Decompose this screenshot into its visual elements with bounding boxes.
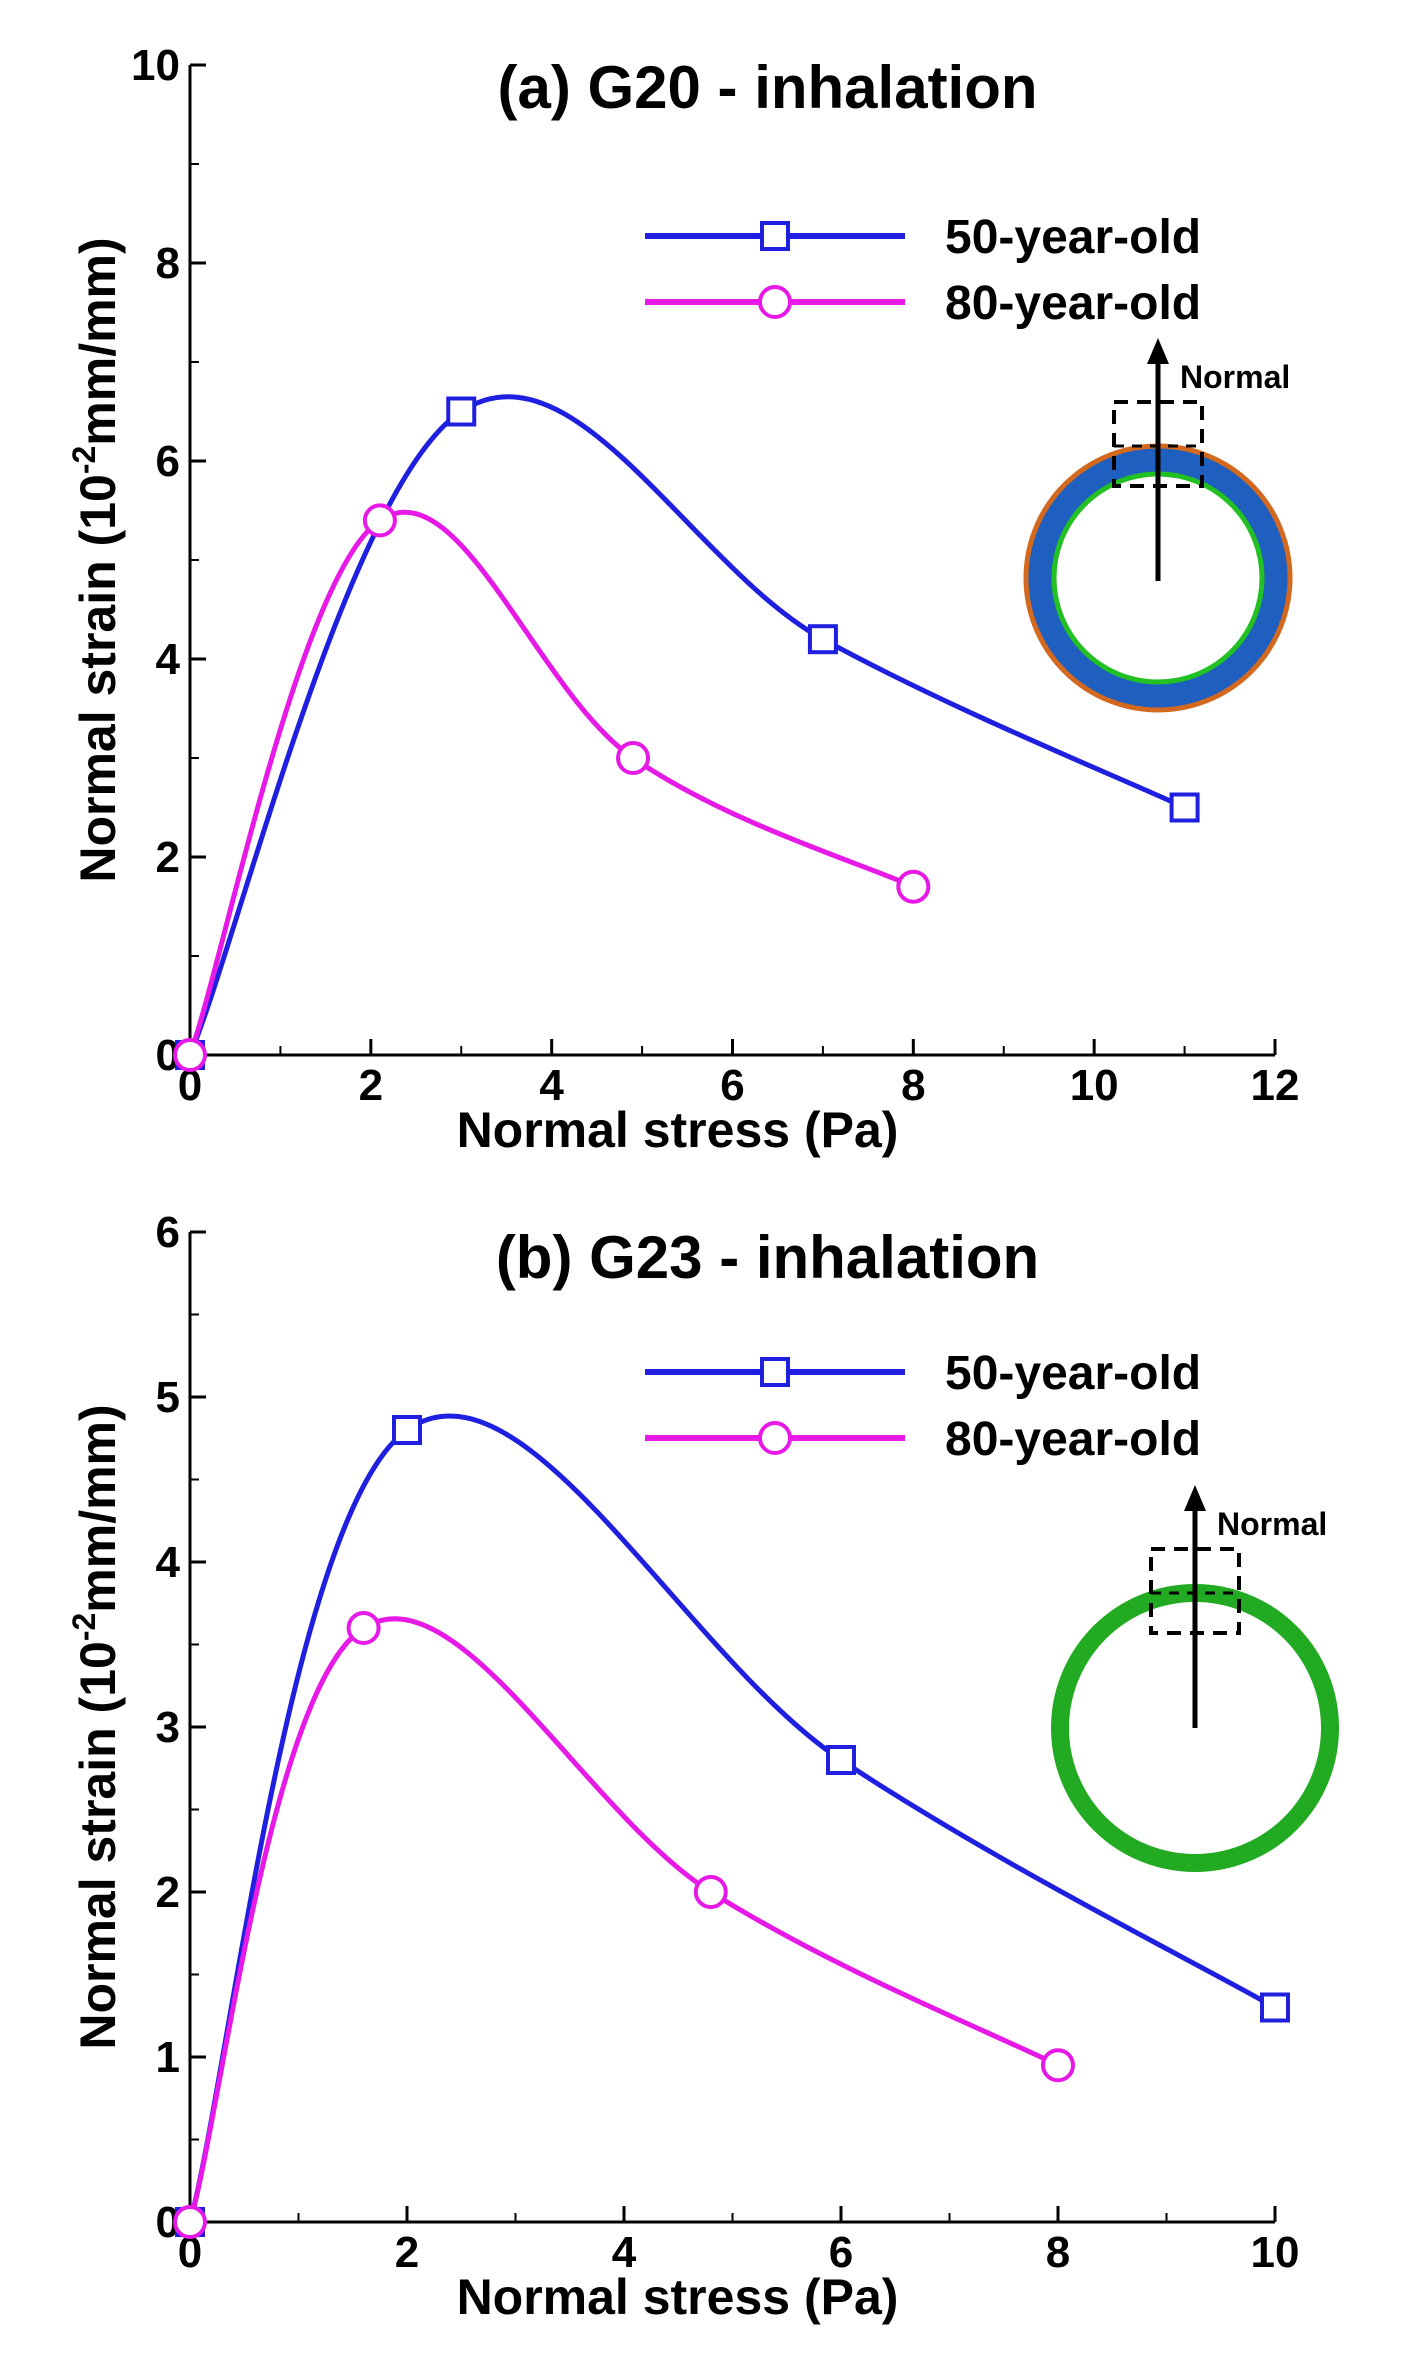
data-point xyxy=(173,2205,207,2239)
x-tick-label: 4 xyxy=(612,2228,637,2277)
y-tick-label: 2 xyxy=(156,1868,180,1917)
y-axis-title: Normal strain (10-2mm/mm) xyxy=(66,1404,126,2049)
legend-label: 80-year-old xyxy=(945,1413,1201,1466)
legend-label: 50-year-old xyxy=(945,1347,1201,1400)
y-tick-label: 3 xyxy=(156,1703,180,1752)
y-axis-title-suffix: mm/mm) xyxy=(70,1404,126,1612)
y-axis-title-prefix: Normal strain (10 xyxy=(70,1641,126,2049)
y-axis-title-suffix: mm/mm) xyxy=(70,237,126,445)
y-tick-label: 4 xyxy=(156,1538,181,1587)
y-tick-label: 8 xyxy=(156,239,180,288)
legend-entry: 50-year-old xyxy=(645,1347,1201,1400)
data-point xyxy=(173,1038,207,1072)
inset-diagram: Normal xyxy=(1051,1485,1339,1872)
data-point xyxy=(1041,2048,1075,2083)
legend-entry: 80-year-old xyxy=(645,277,1201,330)
y-tick-label: 6 xyxy=(156,437,180,486)
data-point xyxy=(693,1875,728,1909)
x-tick-label: 6 xyxy=(829,2228,853,2277)
y-tick-label: 4 xyxy=(156,635,181,684)
data-point xyxy=(392,1415,422,1445)
inset-diagram: Normal xyxy=(1023,338,1293,713)
normal-arrow-head xyxy=(1147,338,1169,364)
series-circle-1 xyxy=(173,503,931,1072)
data-point xyxy=(616,741,651,775)
y-axis-title-exponent: -2 xyxy=(66,1613,102,1641)
legend-marker xyxy=(758,1421,792,1455)
chart-title: (a) G20 - inhalation xyxy=(497,54,1037,121)
series-circle-1 xyxy=(173,1611,1075,2239)
y-axis-title-prefix: Normal strain (10 xyxy=(70,474,126,882)
series-square-0 xyxy=(175,1413,1290,2237)
series-line xyxy=(187,394,1186,1056)
x-tick-label: 2 xyxy=(395,2228,419,2277)
series-square-0 xyxy=(175,394,1200,1070)
y-tick-label: 1 xyxy=(156,2033,180,2082)
legend-label: 80-year-old xyxy=(945,277,1201,330)
y-tick-label: 2 xyxy=(156,833,180,882)
x-tick-label: 8 xyxy=(1046,2228,1070,2277)
data-point xyxy=(1169,792,1200,823)
legend-entry: 80-year-old xyxy=(645,1413,1201,1466)
data-point xyxy=(362,503,397,538)
chart-title: (b) G23 - inhalation xyxy=(496,1224,1039,1291)
normal-arrow-head xyxy=(1184,1485,1206,1511)
legend-marker xyxy=(758,285,792,319)
data-point xyxy=(446,396,477,427)
x-tick-label: 4 xyxy=(539,1061,564,1110)
x-tick-label: 10 xyxy=(1251,2228,1300,2277)
x-tick-label: 6 xyxy=(720,1061,744,1110)
legend-marker xyxy=(760,1357,790,1387)
legend-label: 50-year-old xyxy=(945,211,1201,264)
y-tick-label: 5 xyxy=(156,1373,180,1422)
series-line xyxy=(187,509,915,1056)
data-point xyxy=(896,869,931,904)
x-tick-label: 8 xyxy=(901,1061,925,1110)
inset-label: Normal xyxy=(1217,1506,1327,1542)
data-point xyxy=(1260,1992,1290,2023)
y-tick-label: 10 xyxy=(131,41,180,90)
series-line xyxy=(187,1616,1060,2223)
legend-marker xyxy=(760,221,790,251)
y-axis-title: Normal strain (10-2mm/mm) xyxy=(66,237,126,882)
data-point xyxy=(346,1611,381,1645)
series-line xyxy=(187,1413,1277,2223)
x-tick-label: 10 xyxy=(1070,1061,1119,1110)
inset-label: Normal xyxy=(1180,359,1290,395)
data-point xyxy=(807,624,838,655)
y-tick-label: 6 xyxy=(156,1208,180,1257)
x-tick-label: 2 xyxy=(359,1061,383,1110)
y-axis-title-exponent: -2 xyxy=(66,446,102,474)
legend-entry: 50-year-old xyxy=(645,211,1201,264)
x-axis-title: Normal stress (Pa) xyxy=(457,2269,899,2325)
x-axis-title: Normal stress (Pa) xyxy=(457,1102,899,1158)
data-point xyxy=(826,1745,856,1775)
x-tick-label: 12 xyxy=(1251,1061,1300,1110)
